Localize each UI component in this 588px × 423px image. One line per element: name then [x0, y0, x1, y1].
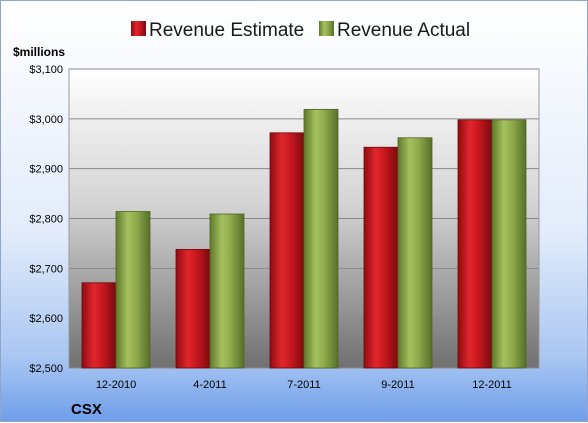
bar-revenue-actual-12-2010: [115, 211, 151, 369]
y-tick-label-2700: $2,700: [29, 263, 63, 275]
bar-revenue-actual-12-2011: [491, 119, 527, 369]
bar-revenue-actual-9-2011: [397, 137, 433, 369]
bars: [81, 108, 527, 369]
company-label: CSX: [71, 401, 102, 418]
x-tick-label-9-2011: 9-2011: [381, 379, 414, 391]
bar-revenue-estimate-9-2011: [363, 146, 399, 369]
x-tick-label-12-2010: 12-2010: [96, 379, 136, 391]
bar-revenue-actual-4-2011: [209, 213, 245, 369]
legend-swatch-revenue-actual: [319, 21, 334, 36]
legend-swatch-revenue-estimate: [131, 21, 146, 36]
y-tick-label-2800: $2,800: [29, 214, 63, 226]
y-tick-label-2900: $2,900: [29, 164, 63, 176]
bar-revenue-estimate-7-2011: [269, 132, 305, 369]
legend: Revenue Estimate Revenue Actual: [131, 20, 470, 41]
y-tick-label-2500: $2,500: [29, 363, 63, 375]
x-axis-ticks: 12-2010 4-2011 7-2011 9-2011 12-2011: [96, 379, 512, 391]
bar-revenue-actual-7-2011: [303, 108, 339, 369]
bar-revenue-estimate-12-2011: [457, 119, 493, 369]
x-tick-label-7-2011: 7-2011: [287, 379, 320, 391]
x-tick-label-12-2011: 12-2011: [472, 379, 512, 391]
x-tick-label-4-2011: 4-2011: [193, 379, 226, 391]
y-axis-unit-label: $millions: [13, 45, 65, 59]
y-tick-label-3100: $3,100: [29, 64, 63, 76]
y-axis-ticks: $2,500 $2,600 $2,700 $2,800 $2,900 $3,000 $3,1…: [29, 64, 63, 375]
y-tick-label-2600: $2,600: [29, 313, 63, 325]
y-tick-label-3000: $3,000: [29, 114, 63, 126]
legend-label-revenue-estimate: Revenue Estimate: [149, 20, 304, 41]
legend-label-revenue-actual: Revenue Actual: [337, 20, 470, 41]
bar-revenue-estimate-12-2010: [81, 282, 117, 369]
bar-revenue-estimate-4-2011: [175, 248, 211, 369]
